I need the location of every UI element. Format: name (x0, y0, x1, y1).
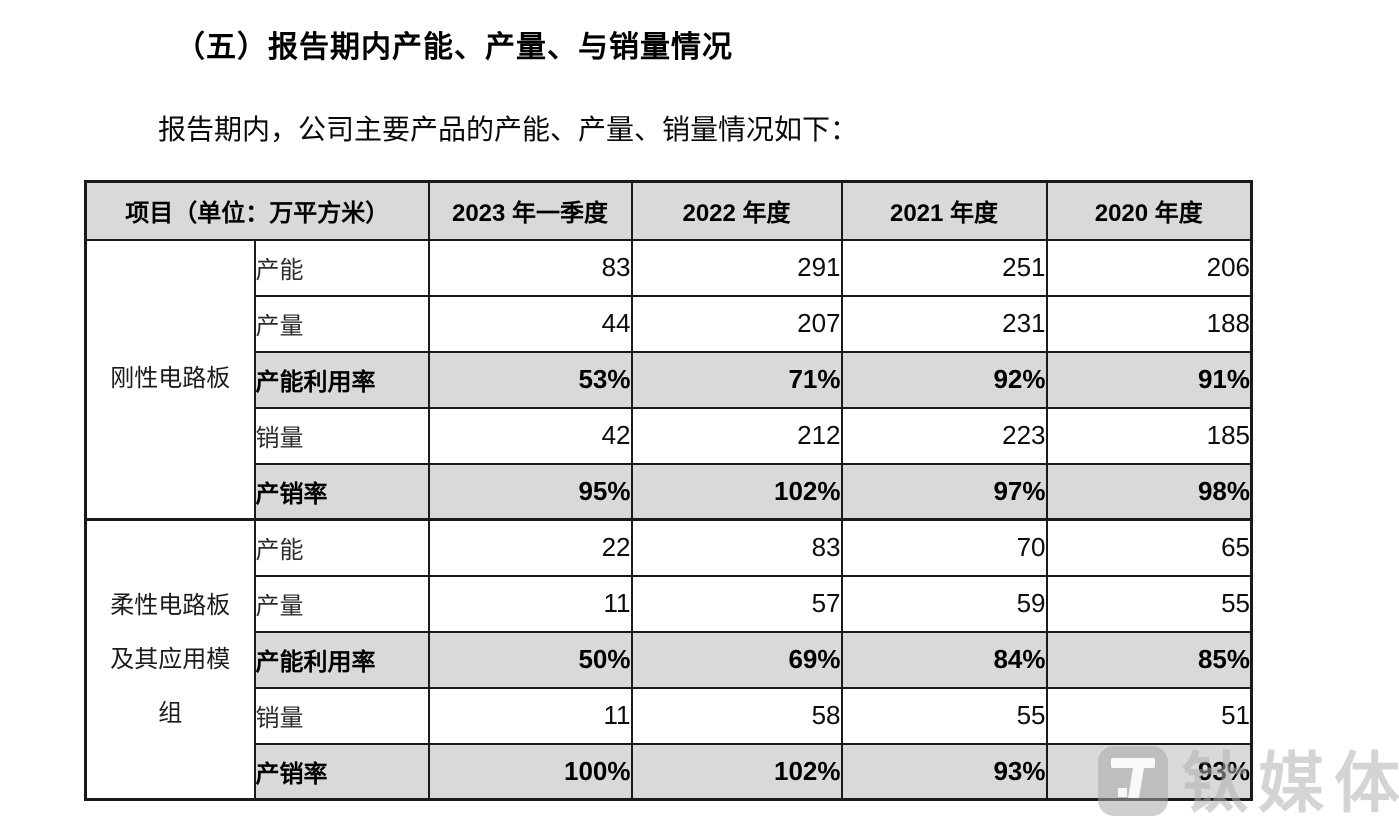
value-2020: 91% (1045, 350, 1253, 409)
value-2021: 55 (840, 686, 1048, 745)
value-2023q1: 53% (427, 350, 633, 409)
value-2020: 185 (1045, 406, 1253, 465)
table-row-rigid-output: 产量 44 207 231 188 (86, 294, 1253, 353)
table-row-flex-capacity: 柔性电路板及其应用模组 产能 22 83 70 65 (84, 518, 1253, 801)
value-2023q1: 50% (427, 630, 633, 689)
table-row-flex-sales-ratio: 产销率 100% 102% 93% 93% (86, 742, 1253, 801)
row-label: 产能利用率 (253, 630, 430, 689)
row-label: 产能利用率 (253, 350, 430, 409)
value-2020: 85% (1045, 630, 1253, 689)
value-2022: 71% (630, 350, 843, 409)
value-2021: 59 (840, 574, 1048, 633)
value-2020: 188 (1045, 294, 1253, 353)
value-2020: 93% (1045, 742, 1253, 801)
table-row-flex-utilization: 产能利用率 50% 69% 84% 85% (86, 630, 1253, 689)
header-period-2020: 2020 年度 (1045, 180, 1253, 241)
group-name-text: 柔性电路板及其应用模组 (110, 592, 231, 727)
header-item-unit: 项目（单位：万平方米） (84, 180, 430, 241)
value-2021: 231 (840, 294, 1048, 353)
value-2022: 291 (630, 238, 843, 297)
row-label: 产销率 (253, 462, 430, 521)
capacity-output-sales-table: 项目（单位：万平方米） 2023 年一季度 2022 年度 2021 年度 20… (84, 180, 1253, 801)
value-2022: 58 (630, 686, 843, 745)
intro-paragraph: 报告期内，公司主要产品的产能、产量、销量情况如下： (158, 115, 859, 146)
value-2022: 57 (630, 574, 843, 633)
value-2020: 206 (1045, 238, 1253, 297)
table-row-rigid-sales: 销量 42 212 223 185 (86, 406, 1253, 465)
row-label: 产量 (253, 294, 430, 353)
group-name-flex-pcb: 柔性电路板及其应用模组 (84, 518, 256, 801)
value-2023q1: 83 (427, 238, 633, 297)
value-2022: 102% (630, 462, 843, 521)
row-label: 销量 (253, 406, 430, 465)
value-2020: 55 (1045, 574, 1253, 633)
value-2023q1: 11 (427, 574, 633, 633)
section-heading: （五）报告期内产能、产量、与销量情况 (175, 31, 733, 64)
table-row-flex-sales: 销量 11 58 55 51 (86, 686, 1253, 745)
value-2023q1: 22 (427, 518, 633, 577)
value-2021: 84% (840, 630, 1048, 689)
row-label: 销量 (253, 686, 430, 745)
value-2020: 65 (1045, 518, 1253, 577)
table-header-row: 项目（单位：万平方米） 2023 年一季度 2022 年度 2021 年度 20… (84, 180, 1253, 241)
row-label: 产量 (253, 574, 430, 633)
value-2020: 51 (1045, 686, 1253, 745)
row-label: 产能 (253, 518, 430, 577)
value-2023q1: 11 (427, 686, 633, 745)
value-2020: 98% (1045, 462, 1253, 521)
value-2023q1: 44 (427, 294, 633, 353)
value-2021: 92% (840, 350, 1048, 409)
value-2021: 70 (840, 518, 1048, 577)
value-2023q1: 42 (427, 406, 633, 465)
header-period-2022: 2022 年度 (630, 180, 843, 241)
row-label: 产销率 (253, 742, 430, 801)
value-2022: 83 (630, 518, 843, 577)
table-row-flex-output: 产量 11 57 59 55 (86, 574, 1253, 633)
value-2021: 251 (840, 238, 1048, 297)
header-period-2021: 2021 年度 (840, 180, 1048, 241)
value-2022: 212 (630, 406, 843, 465)
group-name-text: 刚性电路板 (110, 366, 231, 393)
table-row-rigid-utilization: 产能利用率 53% 71% 92% 91% (86, 350, 1253, 409)
header-period-2023q1: 2023 年一季度 (427, 180, 633, 241)
value-2023q1: 95% (427, 462, 633, 521)
value-2022: 102% (630, 742, 843, 801)
value-2023q1: 100% (427, 742, 633, 801)
table-row-rigid-capacity: 刚性电路板 产能 83 291 251 206 (84, 238, 1253, 521)
value-2021: 223 (840, 406, 1048, 465)
value-2021: 93% (840, 742, 1048, 801)
row-label: 产能 (253, 238, 430, 297)
group-name-rigid-pcb: 刚性电路板 (84, 238, 256, 521)
value-2022: 207 (630, 294, 843, 353)
table-row-rigid-sales-ratio: 产销率 95% 102% 97% 98% (86, 462, 1253, 521)
value-2022: 69% (630, 630, 843, 689)
value-2021: 97% (840, 462, 1048, 521)
